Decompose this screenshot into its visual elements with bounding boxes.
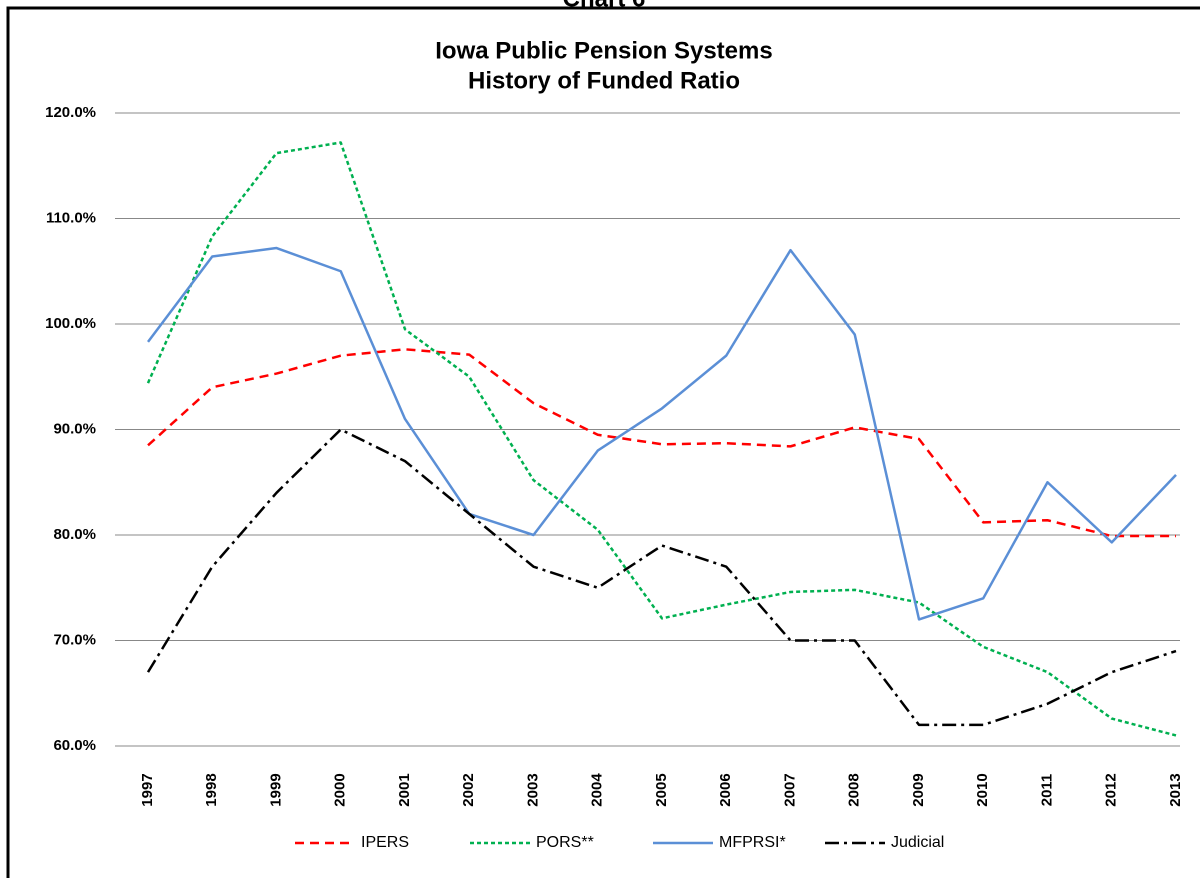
legend-label: IPERS (361, 834, 409, 851)
x-tick-label: 2002 (460, 773, 477, 806)
y-tick-label: 60.0% (53, 737, 96, 754)
x-tick-label: 2012 (1103, 773, 1120, 806)
x-tick-label: 2008 (846, 773, 863, 806)
x-tick-label: 2013 (1167, 773, 1184, 806)
legend-label: Judicial (891, 834, 944, 851)
x-tick-label: 2007 (781, 773, 798, 806)
x-tick-label: 2003 (524, 773, 541, 806)
x-tick-label: 1999 (267, 773, 284, 806)
series-line (146, 428, 1177, 727)
chart-border (6, 6, 1200, 878)
x-tick-label: 2006 (717, 773, 734, 806)
y-tick-label: 90.0% (53, 420, 96, 437)
chart-title: History of Funded Ratio (468, 67, 740, 94)
x-tick-label: 2000 (332, 773, 349, 806)
x-tick-label: 2009 (910, 773, 927, 806)
chart-header: Chart 6 (563, 0, 646, 12)
series-line (147, 246, 1177, 621)
y-tick-label: 100.0% (45, 315, 96, 332)
chart-title: Iowa Public Pension Systems (435, 37, 772, 64)
series-line (147, 348, 1176, 538)
x-tick-label: 2010 (974, 773, 991, 806)
y-tick-label: 120.0% (45, 104, 96, 121)
x-tick-label: 2011 (1038, 774, 1055, 807)
x-tick-label: 1998 (203, 773, 220, 806)
y-tick-label: 80.0% (53, 526, 96, 543)
y-tick-label: 70.0% (53, 631, 96, 648)
series-line (146, 141, 1177, 737)
x-tick-label: 2001 (396, 773, 413, 806)
legend-label: MFPRSI* (719, 834, 786, 851)
x-tick-label: 1997 (139, 773, 156, 806)
legend-label: PORS** (536, 834, 594, 851)
y-tick-label: 110.0% (46, 209, 96, 226)
x-tick-label: 2004 (589, 773, 606, 807)
x-tick-label: 2005 (653, 773, 670, 806)
